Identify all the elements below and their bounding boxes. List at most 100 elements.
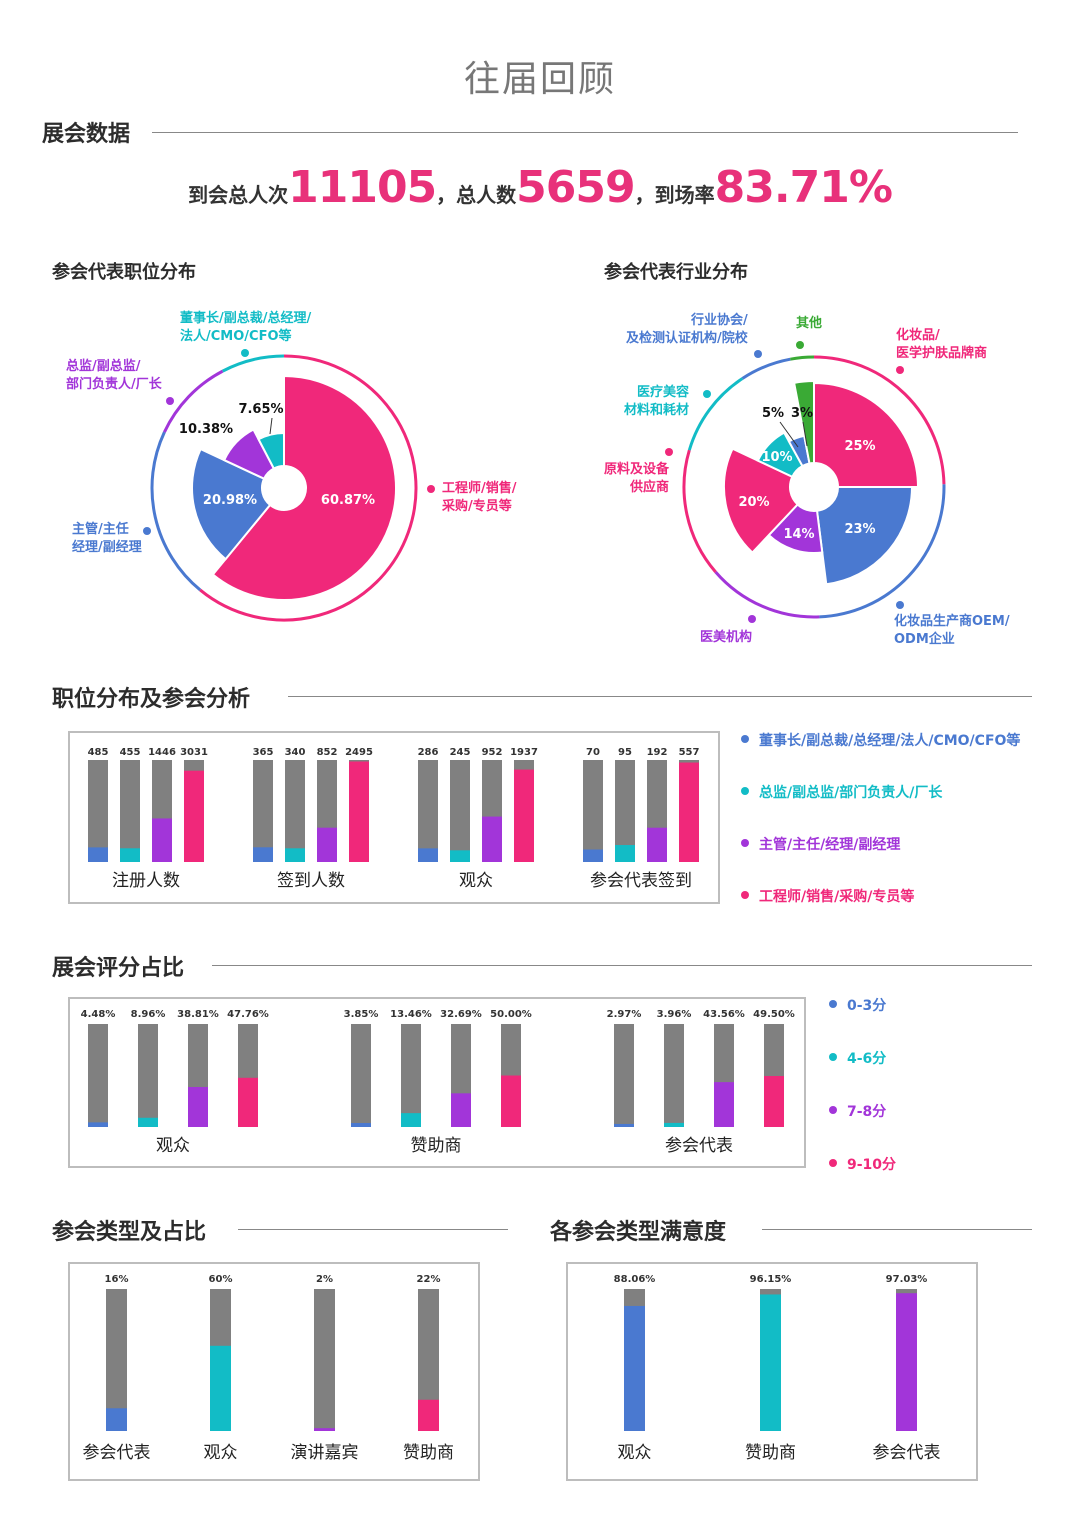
score-bar-bg-1-1 [401,1024,421,1127]
headline-label-total-visits: 到会总人次 [188,183,289,207]
pie1-annotation-director-line2: 部门负责人/厂长 [66,377,162,392]
pie2-callout-dot-6 [748,615,756,623]
section-rule [288,696,1032,697]
svg-type-bar-2 [314,1428,335,1431]
score-value-label-1-0: 3.85% [344,1009,379,1020]
position-bar-1-3 [349,761,369,862]
industry-pie: 25% 23% 14% 20% 10% 5% 3% [665,341,946,623]
score-value-label-1-3: 50.00% [490,1009,532,1020]
pie2-label-5: 5% [762,406,784,421]
legend-label: 9-10分 [847,1157,897,1173]
svg-type-category-label-3: 赞助商 [403,1443,454,1463]
svg-type-bar-0 [106,1408,127,1431]
position-category-label-1: 签到人数 [277,871,345,891]
pie1-slice-1 [191,447,272,561]
pie2-annotation-clinic-line1: 医美机构 [700,630,753,645]
score-bar-1-1 [401,1113,421,1127]
position-pie: 60.87% 20.98% 10.38% 7.65% [143,349,435,622]
section-rule [238,1229,508,1230]
score-bar-bg-0-0 [88,1024,108,1127]
legend-label: 董事长/副总裁/总经理/法人/CMO/CFO等 [759,733,1021,749]
legend-pos-item-3: 工程师/销售/采购/专员等 [741,886,914,906]
position-bar-0-1 [120,848,140,862]
pie1-slice-3 [257,431,285,470]
position-bar-2-2 [482,816,502,862]
headline-value-total-people: 5659 [516,162,635,213]
pie2-ring-arc-1 [819,484,946,619]
score-value-label-1-1: 13.46% [390,1009,432,1020]
pie1-annotation-engineer-line2: 采购/专员等 [442,499,512,514]
pie2-slice-3 [723,447,799,555]
score-bars-frame [68,997,806,1168]
pie2-label-2: 14% [783,527,814,542]
position-value-label-3-1: 95 [618,747,632,758]
pie2-annotation-cosmetics: 化妆品/ 医学护肤品牌商 [896,327,987,363]
pie2-callout-dot-3 [703,390,711,398]
svg-sat-value-label-2: 97.03% [886,1274,928,1285]
position-value-label-0-2: 1446 [148,747,176,758]
legend-pos-item-1: 总监/副总监/部门负责人/厂长 [741,782,942,802]
position-bar-bg-1-0 [253,760,273,862]
pie2-annotation-raw-line2: 供应商 [630,480,670,495]
svg-sat-category-label-1: 赞助商 [745,1443,796,1463]
score-value-label-0-1: 8.96% [131,1009,166,1020]
score-bar-1-0 [351,1123,371,1127]
type-bars-frame [68,1262,480,1481]
score-bar-bg-2-1 [664,1024,684,1127]
score-category-label-0: 观众 [156,1136,190,1156]
svg-type-value-label-2: 2% [316,1274,333,1285]
position-bar-bg-0-1 [120,760,140,862]
pie2-ring-arc-0 [813,355,946,485]
svg-type-category-label-2: 演讲嘉宾 [291,1443,359,1463]
score-bar-0-1 [138,1117,158,1127]
svg-type-bar-1 [210,1345,231,1431]
section-title-exhibition-data: 展会数据 [42,122,131,147]
position-value-label-2-2: 952 [482,747,503,758]
pie2-ring-arc-5 [741,357,791,380]
position-value-label-3-2: 192 [647,747,668,758]
headline-value-total-visits: 11105 [288,162,437,213]
legend-dot-icon [741,787,749,795]
pie2-ring-arc-4 [687,377,744,451]
position-value-label-1-0: 365 [253,747,274,758]
position-value-label-3-3: 557 [679,747,700,758]
pie1-label-2: 10.38% [179,422,233,437]
legend-dot-icon [829,1159,837,1167]
pie1-leader-line [269,417,273,435]
pie2-label-0: 25% [844,439,875,454]
position-bar-0-2 [152,818,172,862]
legend-pos-item-2: 主管/主任/经理/副经理 [741,834,900,854]
legend-dot-icon [741,891,749,899]
pie1-annotation-director-line1: 总监/副总监/ [66,359,141,374]
headline-stats: 到会总人次11105，总人数5659，到场率83.71% [0,162,1080,213]
legend-label: 7-8分 [847,1104,887,1120]
legend-dot-icon [829,1106,837,1114]
pie2-annotation-raw-line1: 原料及设备 [604,462,670,477]
pie2-annotation-oem-line2: ODM企业 [894,632,955,647]
satisfaction-bars-chart: 88.06% 观众 96.15% 赞助商 97.03% 参会代表 [614,1274,941,1463]
type-bars-chart: 16% 参会代表 60% 观众 2% 演讲嘉宾 22% 赞助商 [83,1274,455,1463]
position-bar-1-2 [317,827,337,862]
pie1-annotation-engineer-line1: 工程师/销售/ [442,481,517,496]
pie2-annotation-aesthetic-line2: 材料和耗材 [624,403,690,418]
score-bar-2-1 [664,1122,684,1127]
pie2-annotation-cosmetics-line2: 医学护肤品牌商 [896,346,988,361]
position-value-label-0-0: 485 [88,747,109,758]
section-title-satisfaction: 各参会类型满意度 [550,1220,727,1245]
pie1-callout-dot-3 [427,485,435,493]
pie2-callout-dot-0 [754,350,762,358]
legend-label: 0-3分 [847,998,887,1014]
position-value-label-3-0: 70 [586,747,600,758]
svg-type-value-label-1: 60% [209,1274,233,1285]
pie1-ring-arc-2 [163,369,224,433]
position-value-label-2-3: 1937 [510,747,538,758]
legend-dot-icon [829,1000,837,1008]
score-bar-bg-0-1 [138,1024,158,1127]
pie2-annotation-association: 行业协会/ 及检测认证机构/院校 [626,312,748,348]
pie2-ring-arc-3 [682,449,717,573]
position-bar-bg-3-1 [615,760,635,862]
pie2-annotation-oem: 化妆品生产商OEM/ ODM企业 [894,613,1010,649]
svg-type-category-label-0: 参会代表 [83,1443,151,1463]
position-bar-bg-2-0 [418,760,438,862]
